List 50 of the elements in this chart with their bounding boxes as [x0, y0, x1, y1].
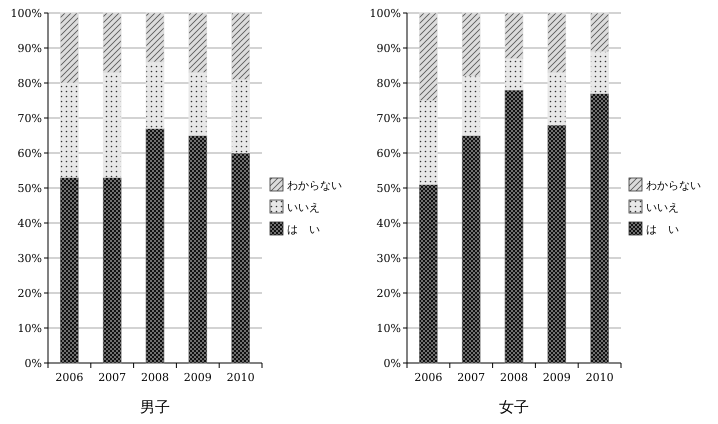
- x-tick-label: 2009: [542, 371, 571, 384]
- y-tick-label: 90%: [376, 42, 401, 55]
- y-tick-label: 10%: [376, 322, 401, 335]
- bar: [548, 124, 566, 364]
- text: 女子: [499, 398, 529, 416]
- y-tick-label: 20%: [18, 287, 42, 300]
- y-tick-label: 70%: [376, 112, 401, 125]
- y-tick-label: 30%: [18, 252, 42, 265]
- legend-label: は い: [287, 223, 320, 236]
- bar: [504, 90, 524, 364]
- y-tick-label: 40%: [376, 217, 401, 230]
- legend-label: は い: [646, 223, 679, 236]
- x-tick-label: 2006: [55, 371, 84, 384]
- x-tick-label: 2007: [457, 371, 486, 384]
- y-tick-label: 40%: [18, 217, 42, 230]
- y-tick-label: 80%: [18, 77, 42, 90]
- y-tick-label: 100%: [10, 7, 42, 20]
- y-tick-label: 100%: [370, 7, 401, 20]
- bar: [146, 128, 164, 364]
- bar: [590, 93, 609, 364]
- bar: [60, 177, 79, 364]
- x-tick-label: 2008: [500, 371, 528, 384]
- bar: [102, 177, 122, 364]
- x-tick-label: 2008: [141, 371, 169, 384]
- y-tick-label: 80%: [376, 77, 401, 90]
- y-tick-label: 50%: [18, 182, 42, 195]
- bar: [188, 135, 208, 364]
- y-tick-label: 60%: [376, 147, 401, 160]
- legend-label: わからない: [646, 179, 701, 192]
- y-tick-label: 0%: [384, 357, 401, 370]
- legend-label: いいえ: [646, 201, 679, 214]
- y-tick-label: 70%: [18, 112, 42, 125]
- legend-label: いいえ: [287, 201, 320, 214]
- y-tick-label: 10%: [18, 322, 42, 335]
- x-tick-label: 2007: [98, 371, 126, 384]
- x-tick-label: 2010: [586, 371, 614, 384]
- x-tick-label: 2006: [414, 371, 442, 384]
- y-tick-label: 0%: [24, 357, 42, 370]
- y-tick-label: 30%: [376, 252, 401, 265]
- x-tick-label: 2010: [226, 371, 255, 384]
- legend-label: わからない: [287, 179, 342, 192]
- y-tick-label: 50%: [376, 182, 401, 195]
- text: 男子: [140, 398, 170, 416]
- y-tick-label: 60%: [18, 147, 42, 160]
- bar: [231, 152, 250, 364]
- bar: [419, 184, 438, 364]
- bar: [462, 135, 480, 364]
- y-tick-label: 20%: [376, 287, 401, 300]
- y-tick-label: 90%: [18, 42, 42, 55]
- x-tick-label: 2009: [184, 371, 212, 384]
